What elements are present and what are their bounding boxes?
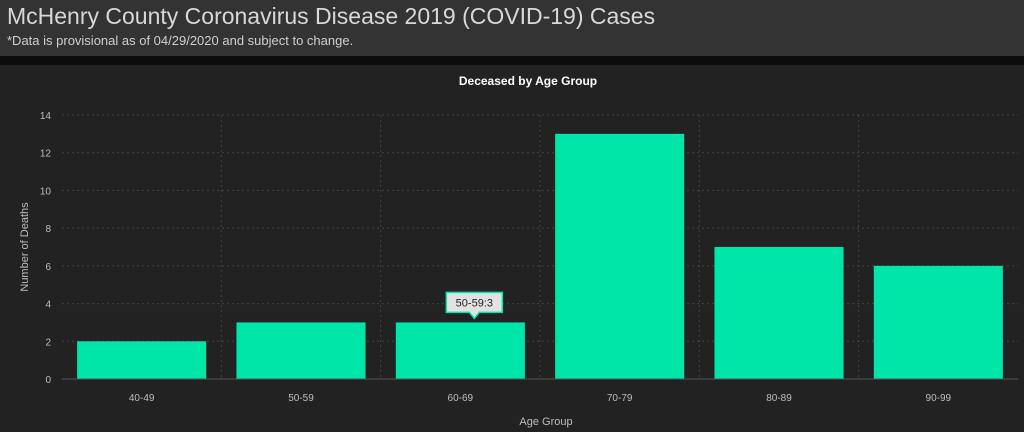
chart-title: Deceased by Age Group <box>459 74 597 88</box>
y-axis-label: Number of Deaths <box>19 202 31 292</box>
y-axis-ticks: 0 2 4 6 8 10 12 14 <box>40 111 52 386</box>
dashboard-header: McHenry County Coronavirus Disease 2019 … <box>0 0 1024 56</box>
gridlines <box>62 114 1018 379</box>
y-tick-label: 14 <box>40 111 52 122</box>
bar-tooltip: 50-59:3 <box>445 291 504 320</box>
page-title: McHenry County Coronavirus Disease 2019 … <box>7 3 656 29</box>
bar-90-99[interactable] <box>873 265 1003 379</box>
header-divider <box>0 56 1024 65</box>
x-axis-label: Age Group <box>519 416 572 428</box>
y-tick-label: 6 <box>45 262 51 273</box>
y-tick-label: 8 <box>45 224 51 235</box>
bar-40-49[interactable] <box>77 341 207 379</box>
x-tick-label: 70-79 <box>607 393 633 404</box>
bar-50-59[interactable] <box>236 322 366 379</box>
deceased-by-age-chart: Deceased by Age Group 0 2 4 6 8 10 12 14 40-49 5… <box>19 74 1018 428</box>
y-tick-label: 4 <box>45 300 51 311</box>
x-tick-label: 80-89 <box>766 393 792 404</box>
y-tick-label: 0 <box>45 375 51 386</box>
bar-60-69[interactable] <box>395 322 525 379</box>
y-tick-label: 12 <box>40 149 52 160</box>
x-tick-label: 40-49 <box>129 393 155 404</box>
x-tick-label: 60-69 <box>448 393 474 404</box>
tooltip-text: 50-59:3 <box>456 297 493 309</box>
page-subtitle: *Data is provisional as of 04/29/2020 an… <box>7 33 354 48</box>
x-tick-label: 50-59 <box>288 393 314 404</box>
tooltip-box <box>445 291 504 320</box>
bar-70-79[interactable] <box>555 133 685 379</box>
chart-panel: Deceased by Age Group 0 2 4 6 8 10 12 14 40-49 5… <box>0 65 1024 432</box>
x-tick-label: 90-99 <box>926 393 952 404</box>
x-axis-ticks: 40-49 50-59 60-69 70-79 80-89 90-99 <box>129 393 952 404</box>
y-tick-label: 10 <box>40 186 52 197</box>
y-tick-label: 2 <box>45 337 51 348</box>
bar-80-89[interactable] <box>714 247 844 379</box>
bar-series <box>77 133 1003 379</box>
